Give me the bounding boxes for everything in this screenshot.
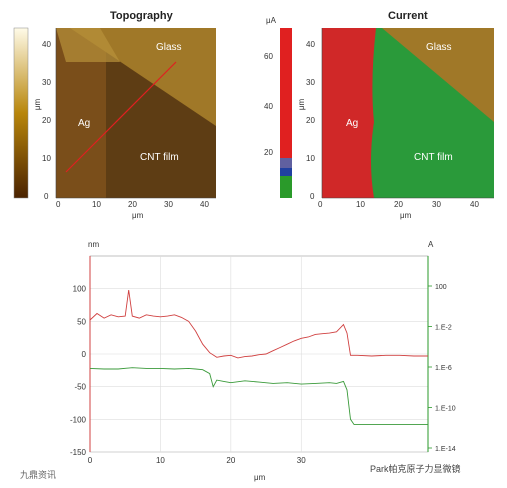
y-tick-label-left: 50 bbox=[77, 317, 86, 326]
series-line-1 bbox=[89, 367, 428, 426]
ag-conductive-region bbox=[322, 28, 376, 198]
topography-panel bbox=[13, 27, 216, 199]
current-x-ticks: 0 10 20 30 40 bbox=[318, 200, 479, 209]
topography-title: Topography bbox=[110, 10, 173, 22]
y-tick-label-right: 1.E-10 bbox=[435, 406, 456, 413]
watermark-right: Park帕克原子力显微镜 bbox=[370, 464, 461, 474]
chart-ylabel-right: A bbox=[428, 240, 434, 249]
profile-line bbox=[65, 61, 177, 173]
current-label-cnt: CNT film bbox=[414, 152, 453, 163]
current-colorbar-blue bbox=[280, 168, 292, 176]
current-panel bbox=[280, 28, 494, 199]
current-label-ag: Ag bbox=[346, 118, 359, 129]
current-colorbar-purple bbox=[280, 158, 292, 168]
ag-highlight bbox=[56, 28, 120, 62]
y-tick-label-left: 0 bbox=[82, 350, 87, 359]
y-tick-label-left: -150 bbox=[70, 448, 87, 457]
topo-x-ticks: 0 10 20 30 40 bbox=[56, 200, 209, 209]
y-tick-label-left: -100 bbox=[70, 415, 87, 424]
current-colorbar-red bbox=[280, 28, 292, 158]
topo-y-ticks: 0 10 20 30 40 bbox=[42, 40, 51, 201]
topo-label-ag: Ag bbox=[78, 118, 91, 129]
y-tick-label-left: -50 bbox=[74, 383, 86, 392]
current-colorbar-unit: μA bbox=[266, 16, 276, 25]
y-tick-label-right: 1.E-6 bbox=[435, 365, 452, 372]
current-colorbar-ticks: 60 40 20 bbox=[264, 52, 273, 157]
x-tick-label: 10 bbox=[156, 456, 165, 465]
y-tick-label-right: 1.E-14 bbox=[435, 446, 456, 453]
x-tick-label: 0 bbox=[88, 456, 93, 465]
glass-region-current bbox=[382, 28, 494, 122]
current-title: Current bbox=[388, 10, 428, 22]
topo-label-cnt: CNT film bbox=[140, 152, 179, 163]
x-tick-label: 30 bbox=[297, 456, 306, 465]
topo-x-unit: μm bbox=[132, 211, 144, 220]
current-colorbar-green bbox=[280, 176, 292, 198]
current-x-unit: μm bbox=[400, 211, 412, 220]
x-tick-label: 20 bbox=[226, 456, 235, 465]
chart-xlabel: μm bbox=[254, 473, 266, 482]
chart-ylabel-left: nm bbox=[88, 240, 100, 249]
y-tick-label-right: 1.E-2 bbox=[435, 325, 452, 332]
y-tick-label-right: 100 bbox=[435, 284, 447, 291]
series-line-0 bbox=[89, 289, 428, 359]
y-tick-label-left: 100 bbox=[73, 285, 87, 294]
current-label-glass: Glass bbox=[426, 42, 452, 53]
height-colorbar bbox=[13, 27, 29, 199]
current-y-ticks: 0 10 20 30 40 bbox=[306, 40, 315, 201]
topo-label-glass: Glass bbox=[156, 42, 182, 53]
watermark-left: 九鼎资讯 bbox=[20, 470, 57, 480]
